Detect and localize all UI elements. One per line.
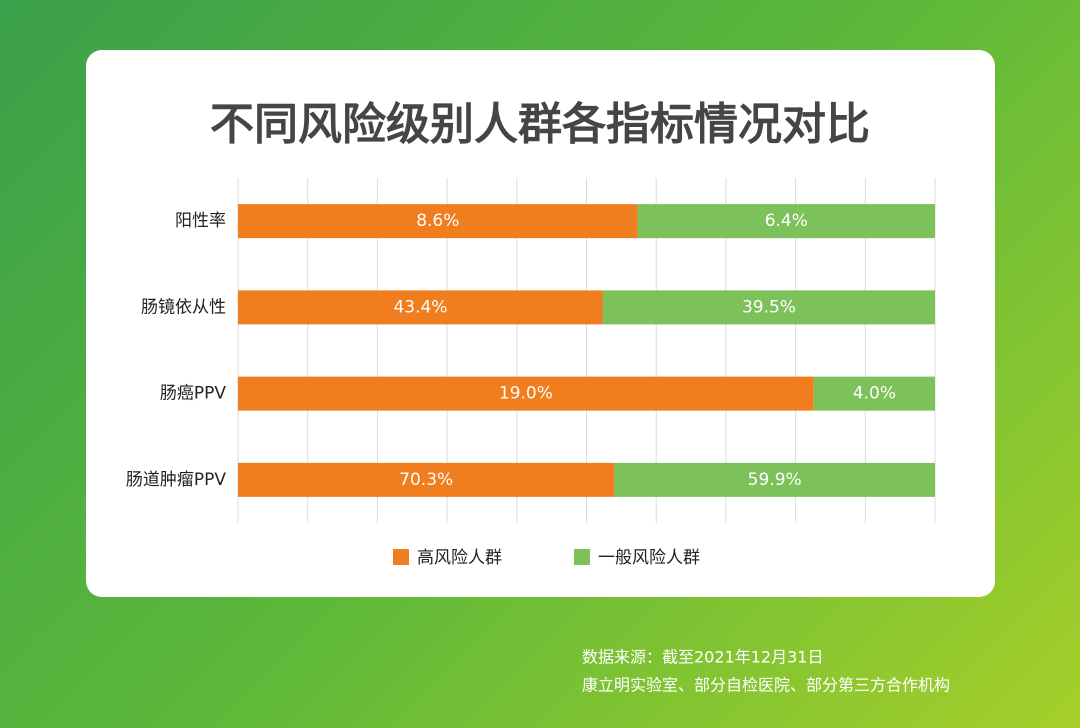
y-tick-label: 肠镜依从性 bbox=[141, 297, 226, 317]
bar bbox=[238, 290, 603, 325]
bar bbox=[637, 204, 935, 239]
legend-label: 一般风险人群 bbox=[598, 548, 700, 568]
legend-label: 高风险人群 bbox=[417, 548, 502, 568]
data-label: 19.0% bbox=[499, 384, 553, 404]
data-label: 6.4% bbox=[765, 211, 808, 231]
data-label: 70.3% bbox=[399, 470, 453, 490]
data-label: 59.9% bbox=[748, 470, 802, 490]
chart-title: 不同风险级别人群各指标情况对比 bbox=[210, 99, 870, 150]
y-tick-label: 阳性率 bbox=[175, 211, 226, 231]
data-label: 8.6% bbox=[416, 211, 459, 231]
legend-swatch bbox=[393, 549, 409, 565]
data-label: 4.0% bbox=[853, 384, 896, 404]
bar bbox=[602, 290, 935, 325]
source-line: 数据来源：截至2021年12月31日 bbox=[582, 648, 823, 667]
bar bbox=[238, 462, 615, 497]
bar bbox=[813, 376, 935, 411]
y-tick-label: 肠道肿瘤PPV bbox=[126, 470, 227, 490]
bar bbox=[238, 204, 638, 239]
bar bbox=[614, 462, 935, 497]
y-tick-label: 肠癌PPV bbox=[160, 384, 227, 404]
bar bbox=[238, 376, 814, 411]
data-label: 43.4% bbox=[393, 297, 447, 317]
source-line: 康立明实验室、部分自检医院、部分第三方合作机构 bbox=[582, 676, 950, 695]
data-label: 39.5% bbox=[742, 297, 796, 317]
legend-swatch bbox=[574, 549, 590, 565]
